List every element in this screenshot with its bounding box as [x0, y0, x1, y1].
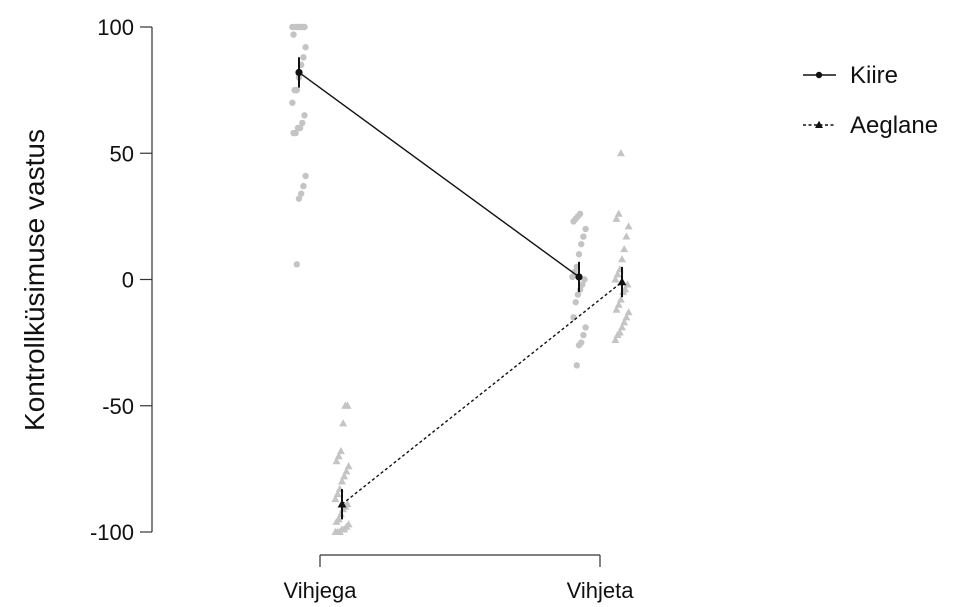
- raw-point: [336, 447, 345, 455]
- raw-point: [295, 195, 303, 202]
- raw-point: [624, 222, 633, 230]
- raw-point: [614, 300, 623, 308]
- y-tick-label: 100: [97, 15, 134, 40]
- raw-point: [340, 472, 349, 480]
- raw-point: [613, 330, 622, 338]
- mean-point: [337, 499, 347, 508]
- series-line: [298, 71, 580, 278]
- raw-point: [332, 457, 341, 465]
- legend-marker: [815, 71, 823, 79]
- raw-point: [620, 245, 629, 253]
- raw-point: [579, 281, 586, 288]
- raw-point: [290, 129, 297, 137]
- raw-point: [298, 190, 305, 197]
- raw-point: [618, 323, 626, 331]
- legend-label: Kiire: [850, 62, 898, 89]
- raw-point: [618, 255, 626, 263]
- raw-point: [612, 305, 621, 313]
- raw-point: [612, 214, 621, 222]
- raw-point: [341, 401, 350, 409]
- raw-point: [581, 276, 588, 283]
- raw-point: [334, 452, 343, 460]
- raw-point: [580, 233, 587, 240]
- raw-point: [613, 270, 622, 278]
- raw-point: [611, 275, 620, 283]
- raw-points-layer: [289, 23, 633, 535]
- raw-point: [616, 149, 625, 157]
- raw-point: [333, 489, 342, 498]
- raw-point: [572, 299, 579, 306]
- raw-point: [569, 273, 576, 281]
- raw-point: [332, 517, 341, 525]
- raw-point: [611, 335, 620, 344]
- raw-point: [573, 362, 580, 369]
- raw-point: [616, 295, 625, 303]
- raw-point: [292, 23, 299, 31]
- raw-point: [574, 291, 582, 298]
- raw-point: [342, 467, 351, 475]
- series-line: [341, 281, 623, 505]
- x-tick-label: Vihjeta: [567, 578, 635, 603]
- legend-label: Aeglane: [850, 112, 938, 139]
- raw-point: [331, 494, 340, 503]
- raw-point: [299, 119, 306, 127]
- raw-point: [575, 251, 583, 258]
- raw-point: [614, 209, 623, 217]
- raw-point: [580, 331, 587, 339]
- raw-point: [289, 99, 296, 106]
- y-tick-label: 50: [110, 141, 134, 166]
- y-tick-label: -50: [102, 394, 134, 419]
- raw-point: [338, 477, 346, 485]
- raw-point: [331, 527, 340, 535]
- raw-point: [290, 31, 297, 38]
- y-tick-label: -100: [90, 520, 134, 545]
- raw-point: [582, 225, 589, 233]
- raw-point: [339, 419, 348, 427]
- raw-point: [623, 280, 632, 288]
- means-layer: [295, 57, 627, 520]
- raw-point: [624, 308, 633, 316]
- raw-point: [620, 318, 629, 326]
- mean-lines-layer: [298, 71, 623, 505]
- mean-point: [617, 277, 627, 286]
- legend: Kiire Aeglane: [803, 62, 938, 139]
- raw-point: [302, 44, 309, 51]
- raw-point: [301, 112, 308, 119]
- raw-point: [300, 54, 307, 61]
- raw-point: [570, 218, 577, 225]
- x-tick-label: Vihjega: [284, 578, 358, 603]
- raw-point: [291, 86, 298, 94]
- y-tick-label: 0: [122, 268, 134, 293]
- raw-point: [582, 324, 589, 331]
- raw-point: [294, 124, 302, 132]
- raw-point: [293, 261, 300, 268]
- y-axis-title: Kontrollküsimuse vastus: [19, 129, 50, 431]
- raw-point: [622, 313, 631, 321]
- raw-point: [302, 172, 309, 180]
- mean-point: [575, 273, 583, 281]
- raw-point: [571, 268, 578, 276]
- raw-point: [300, 182, 307, 190]
- axes: 100 50 0 -50 -100 Vihjega Vihjeta: [90, 15, 634, 603]
- raw-point: [575, 341, 583, 349]
- legend-marker: [815, 120, 823, 128]
- mean-point: [295, 68, 303, 77]
- raw-point: [622, 232, 631, 240]
- raw-point: [578, 240, 585, 248]
- raw-point: [344, 462, 353, 470]
